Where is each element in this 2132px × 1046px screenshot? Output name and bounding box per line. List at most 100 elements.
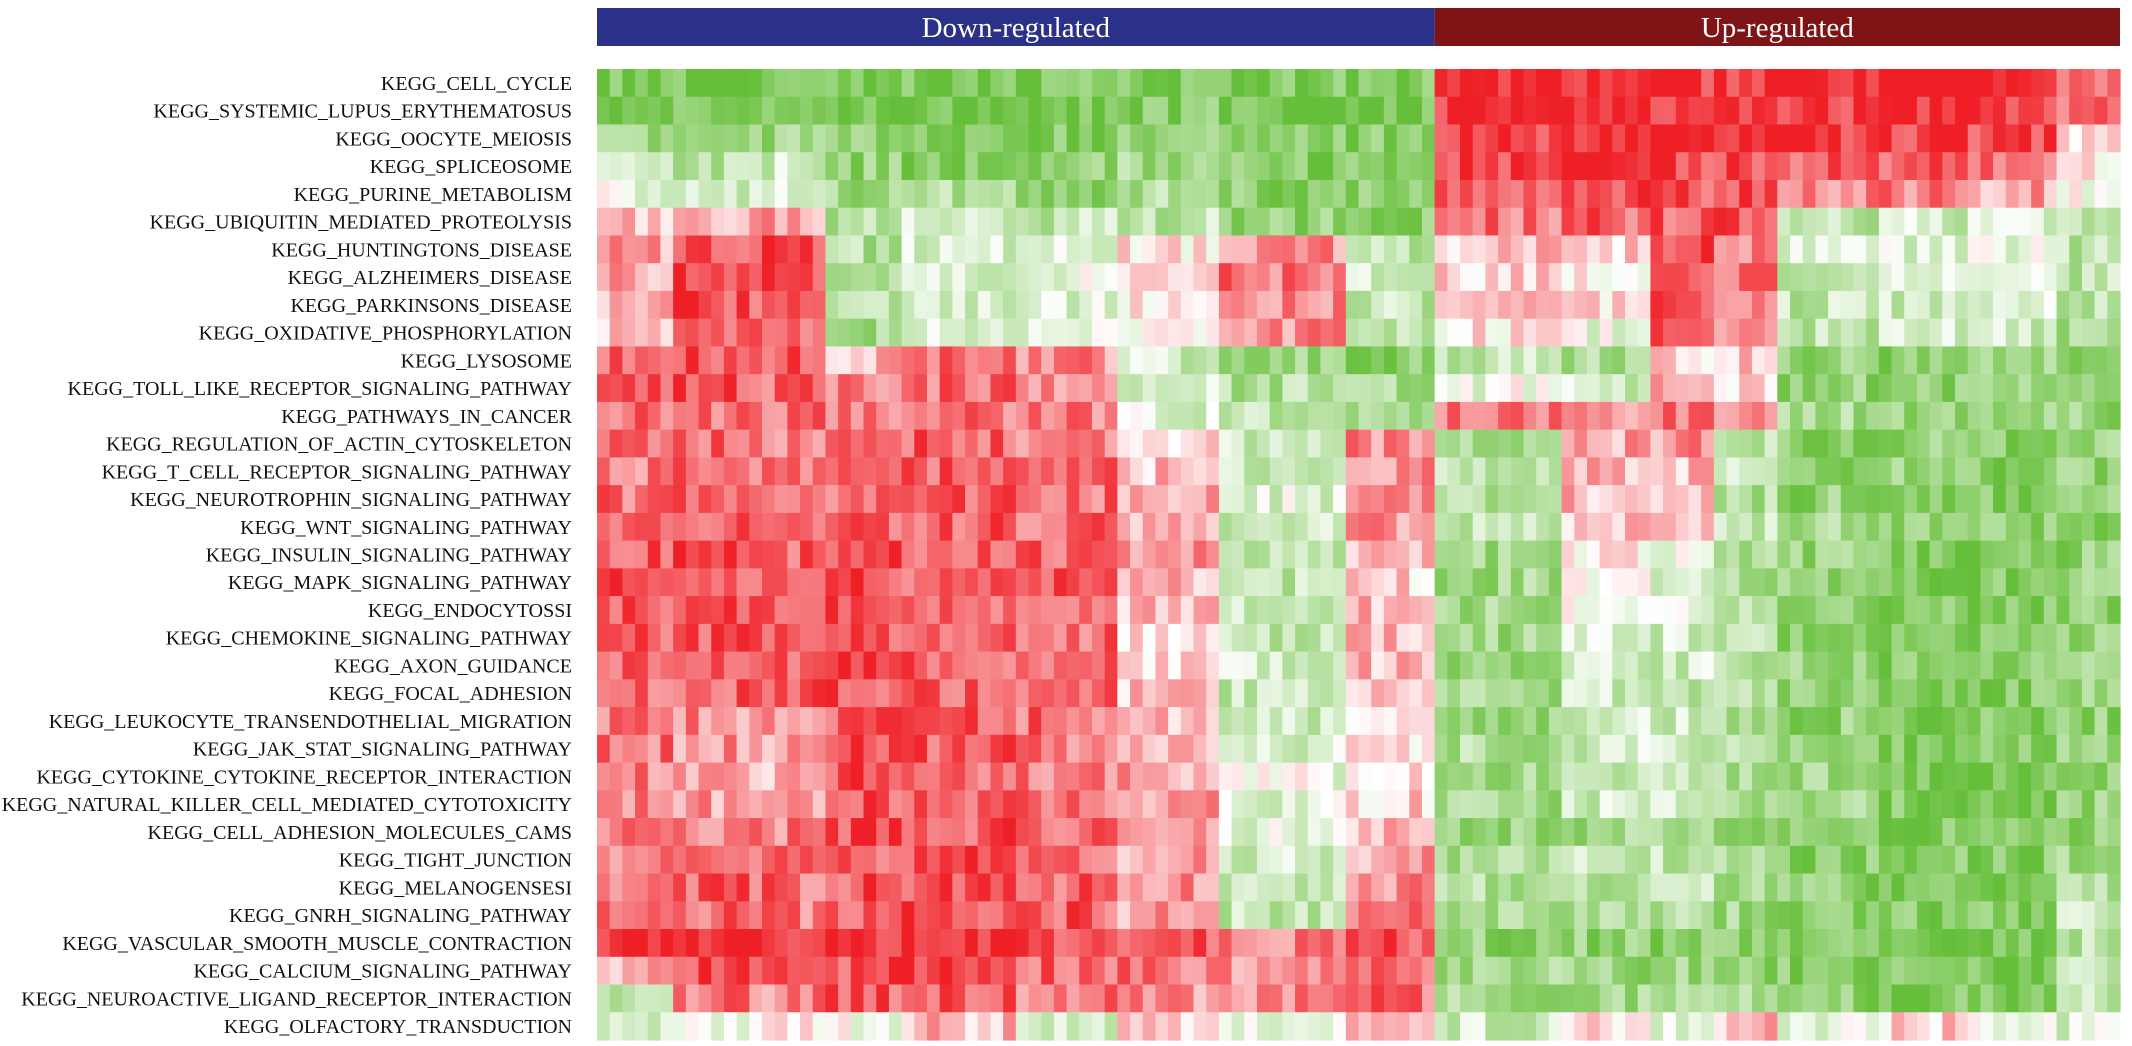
heatmap-cell [1295,290,1309,320]
heatmap-cell [1751,69,1766,98]
heatmap-cell [1942,679,1956,708]
heatmap-cell [1548,207,1563,237]
heatmap-cell [1206,346,1220,375]
heatmap-cell [1523,124,1537,153]
heatmap-cell [1472,984,1487,1013]
heatmap-cell [1980,235,1994,264]
heatmap-cell [622,235,636,264]
heatmap-cell [622,96,636,126]
heatmap-cell [1358,401,1372,431]
heatmap-cell [1536,651,1550,680]
heatmap-cell [2107,568,2121,597]
heatmap-cell [1726,1012,1740,1041]
heatmap-cell [1041,984,1055,1013]
heatmap-cell [1079,679,1093,708]
heatmap-cell [1713,818,1728,847]
heatmap-cell [2005,429,2020,458]
heatmap-cell [622,845,636,875]
heatmap-cell [1663,818,1677,847]
heatmap-cell [1434,512,1448,542]
heatmap-cell [1955,512,1969,542]
heatmap-cell [901,651,915,680]
heatmap-cell [1713,69,1728,98]
heatmap-cell [1282,818,1296,847]
heatmap-cell [1333,124,1347,153]
heatmap-cell [850,818,865,847]
heatmap-cell [1815,457,1829,486]
heatmap-cell [888,984,903,1013]
heatmap-cell [1231,956,1245,986]
heatmap-cell [952,568,966,597]
heatmap-cell [1777,124,1791,153]
heatmap-cell [1282,651,1296,680]
heatmap-cell [1942,901,1956,930]
heatmap-cell [1155,679,1169,708]
heatmap-cell [1256,679,1271,708]
heatmap-cell [1168,512,1182,542]
heatmap-cell [1333,845,1347,875]
heatmap-cell [1980,568,1994,597]
heatmap-cell [685,540,700,569]
heatmap-cell [1561,401,1575,431]
heatmap-cell [673,734,687,764]
heatmap-cell [2081,1012,2096,1041]
row-label: KEGG_FOCAL_ADHESION [329,683,572,705]
heatmap-cell [800,290,814,320]
heatmap-cell [1701,124,1715,153]
heatmap-cell [660,96,674,126]
heatmap-cell [1168,679,1182,708]
heatmap-cell [1688,346,1702,375]
heatmap-cell [2005,346,2020,375]
heatmap-cell [1421,207,1436,237]
heatmap-cell [1739,374,1753,403]
heatmap-cell [1421,956,1436,986]
heatmap-cell [698,596,712,625]
heatmap-cell [1371,512,1385,542]
heatmap-cell [1180,818,1195,847]
heatmap-cell [901,235,915,264]
heatmap-cell [965,346,979,375]
heatmap-cell [1104,901,1118,930]
heatmap-cell [1396,457,1410,486]
heatmap-cell [977,124,992,153]
heatmap-cell [926,485,941,514]
heatmap-cell [1485,485,1499,514]
heatmap-cell [1193,901,1207,930]
heatmap-cell [1777,956,1791,986]
heatmap-cell [1282,568,1296,597]
heatmap-cell [1396,818,1410,847]
heatmap-cell [1333,679,1347,708]
heatmap-cell [711,734,725,764]
heatmap-cell [1015,651,1030,680]
heatmap-cell [1586,179,1601,209]
heatmap-cell [1434,374,1448,403]
heatmap-cell [901,485,915,514]
heatmap-cell [1625,596,1639,625]
heatmap-cell [1003,1012,1017,1041]
heatmap-cell [1460,512,1474,542]
heatmap-cell [2031,235,2045,264]
heatmap-cell [1739,929,1753,958]
heatmap-cell [711,1012,725,1041]
heatmap-cell [1802,596,1816,625]
heatmap-cell [660,790,674,819]
heatmap-cell [1421,318,1436,348]
heatmap-cell [1130,568,1144,597]
heatmap-cell [1929,152,1943,181]
heatmap-cell [685,263,700,292]
heatmap-cell [1193,707,1207,736]
heatmap-cell [1548,1012,1563,1041]
heatmap-cell [850,873,865,902]
heatmap-cell [1371,401,1385,431]
heatmap-cell [1675,318,1690,348]
heatmap-cell [1536,429,1550,458]
heatmap-cell [1675,901,1690,930]
heatmap-cell [1421,263,1436,292]
heatmap-cell [2043,263,2058,292]
heatmap-cell [1726,429,1740,458]
heatmap-cell [1713,734,1728,764]
heatmap-cell [1409,901,1423,930]
heatmap-cell [1345,984,1360,1013]
heatmap-cell [1485,568,1499,597]
heatmap-cell [2056,901,2070,930]
